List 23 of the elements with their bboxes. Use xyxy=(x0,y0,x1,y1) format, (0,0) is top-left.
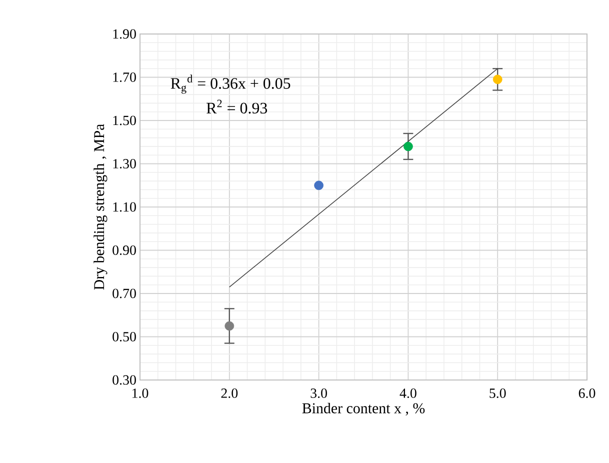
x-tick-label: 5.0 xyxy=(490,388,506,398)
annotation: R$^{2}$ = 0.93 xyxy=(206,100,268,114)
x-tick-label: 1.0 xyxy=(132,388,148,398)
point xyxy=(224,321,234,331)
y-tick-label: 1.70 xyxy=(113,72,136,82)
x-tick-label: 3.0 xyxy=(310,388,327,398)
y-tick-label: 1.50 xyxy=(113,116,136,126)
y-tick-label: 0.30 xyxy=(112,375,136,385)
y-axis-title: Dry bending strength , MPa xyxy=(94,124,108,290)
y-tick-label: 1.90 xyxy=(113,29,136,39)
y-tick-label: 0.50 xyxy=(112,332,136,342)
y-tick-label: 1.30 xyxy=(113,159,136,168)
y-tick-label: 0.70 xyxy=(112,288,136,298)
point xyxy=(314,180,324,190)
x-axis-title: Binder content x , % xyxy=(302,402,425,416)
x-tick-label: 4.0 xyxy=(400,388,416,398)
x-tick-label: 2.0 xyxy=(221,388,238,398)
point xyxy=(492,74,502,84)
point xyxy=(404,142,413,152)
annotation: R$_{g}$$^{d}$ = 0.36x + 0.05 xyxy=(170,74,290,94)
y-tick-label: 1.10 xyxy=(113,202,136,212)
y-tick-label: 0.90 xyxy=(112,246,136,255)
x-tick-label: 6.0 xyxy=(578,388,596,398)
